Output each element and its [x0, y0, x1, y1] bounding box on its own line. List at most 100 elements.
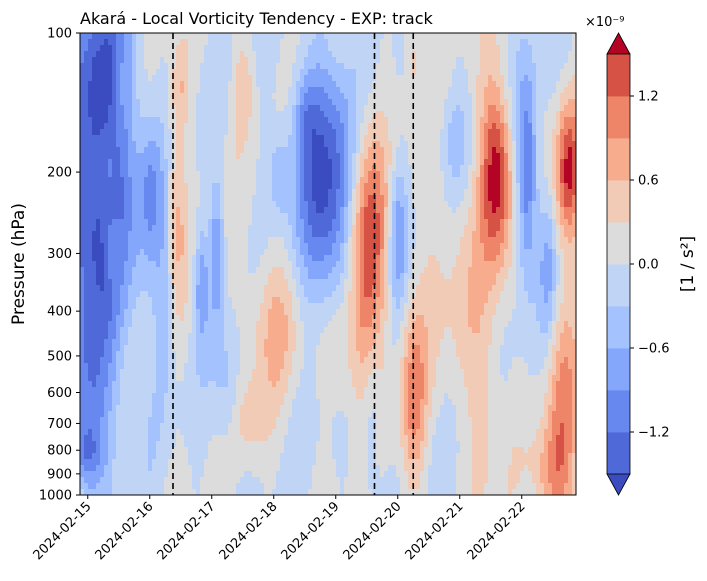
heatmap-cell: [136, 135, 141, 142]
heatmap-cell: [156, 267, 161, 274]
heatmap-cell: [496, 93, 501, 100]
heatmap-cell: [84, 129, 89, 136]
heatmap-cell: [528, 189, 533, 196]
heatmap-cell: [104, 81, 109, 88]
heatmap-cell: [500, 159, 505, 166]
heatmap-cell: [184, 39, 189, 46]
heatmap-cell: [320, 189, 325, 196]
heatmap-cell: [196, 261, 201, 268]
heatmap-cell: [544, 225, 549, 232]
heatmap-cell: [316, 81, 321, 88]
heatmap-cell: [324, 261, 329, 268]
heatmap-cell: [196, 39, 201, 46]
heatmap-cell: [212, 231, 217, 238]
heatmap-cell: [392, 99, 397, 106]
heatmap-cell: [568, 33, 573, 40]
heatmap-cell: [180, 189, 185, 196]
heatmap-cell: [328, 237, 333, 244]
heatmap-cell: [264, 177, 269, 184]
heatmap-cell: [148, 165, 153, 172]
heatmap-cell: [572, 63, 576, 70]
heatmap-cell: [284, 141, 289, 148]
heatmap-cell: [84, 219, 89, 226]
heatmap-cell: [304, 99, 309, 106]
heatmap-cell: [100, 237, 105, 244]
heatmap-cell: [208, 57, 213, 64]
heatmap-cell: [416, 243, 421, 250]
heatmap-cell: [504, 219, 509, 226]
heatmap-cell: [320, 129, 325, 136]
heatmap-cell: [268, 219, 273, 226]
heatmap-cell: [528, 57, 533, 64]
heatmap-cell: [276, 75, 281, 82]
heatmap-cell: [360, 63, 365, 70]
heatmap-cell: [444, 267, 449, 274]
heatmap-cell: [344, 177, 349, 184]
heatmap-cell: [572, 129, 576, 136]
heatmap-cell: [292, 63, 297, 70]
heatmap-cell: [504, 195, 509, 202]
heatmap-cell: [536, 99, 541, 106]
heatmap-cell: [252, 33, 257, 40]
heatmap-cell: [428, 219, 433, 226]
heatmap-cell: [516, 153, 521, 160]
heatmap-cell: [484, 165, 489, 172]
heatmap-cell: [420, 39, 425, 46]
heatmap-cell: [240, 93, 245, 100]
heatmap-cell: [200, 99, 205, 106]
heatmap-cell: [356, 129, 361, 136]
heatmap-cell: [220, 195, 225, 202]
heatmap-cell: [176, 135, 181, 142]
heatmap-cell: [496, 165, 501, 172]
heatmap-cell: [128, 213, 133, 220]
heatmap-cell: [568, 183, 573, 190]
heatmap-cell: [228, 51, 233, 58]
heatmap-cell: [500, 87, 505, 94]
heatmap-cell: [232, 93, 237, 100]
heatmap-cell: [328, 141, 333, 148]
heatmap-cell: [216, 195, 221, 202]
heatmap-cell: [352, 195, 357, 202]
heatmap-cell: [116, 129, 121, 136]
heatmap-cell: [320, 153, 325, 160]
heatmap-cell: [504, 261, 509, 268]
heatmap-cell: [436, 93, 441, 100]
heatmap-cell: [444, 93, 449, 100]
heatmap-cell: [448, 123, 453, 130]
heatmap-cell: [188, 75, 193, 82]
heatmap-cell: [88, 87, 93, 94]
heatmap-cell: [256, 159, 261, 166]
heatmap-cell: [256, 33, 261, 40]
heatmap-cell: [324, 267, 329, 274]
heatmap-cell: [264, 243, 269, 250]
heatmap-cell: [500, 39, 505, 46]
heatmap-cell: [224, 39, 229, 46]
heatmap-cell: [508, 141, 513, 148]
heatmap-cell: [240, 237, 245, 244]
heatmap-cell: [140, 57, 145, 64]
heatmap-cell: [488, 105, 493, 112]
heatmap-cell: [444, 171, 449, 178]
heatmap-cell: [524, 189, 529, 196]
heatmap-cell: [476, 69, 481, 76]
heatmap-cell: [116, 123, 121, 130]
heatmap-cell: [92, 213, 97, 220]
heatmap-cell: [104, 153, 109, 160]
heatmap-cell: [488, 231, 493, 238]
heatmap-cell: [548, 51, 553, 58]
heatmap-cell: [148, 267, 153, 274]
heatmap-cell: [448, 153, 453, 160]
heatmap-cell: [432, 159, 437, 166]
heatmap-cell: [340, 201, 345, 208]
heatmap-cell: [484, 159, 489, 166]
heatmap-cell: [88, 171, 93, 178]
heatmap-cell: [548, 171, 553, 178]
heatmap-cell: [340, 45, 345, 52]
heatmap-cell: [200, 45, 205, 52]
heatmap-cell: [440, 243, 445, 250]
heatmap-cell: [476, 165, 481, 172]
heatmap-cell: [252, 111, 257, 118]
heatmap-cell: [524, 135, 529, 142]
heatmap-cell: [552, 225, 557, 232]
heatmap-cell: [208, 117, 213, 124]
